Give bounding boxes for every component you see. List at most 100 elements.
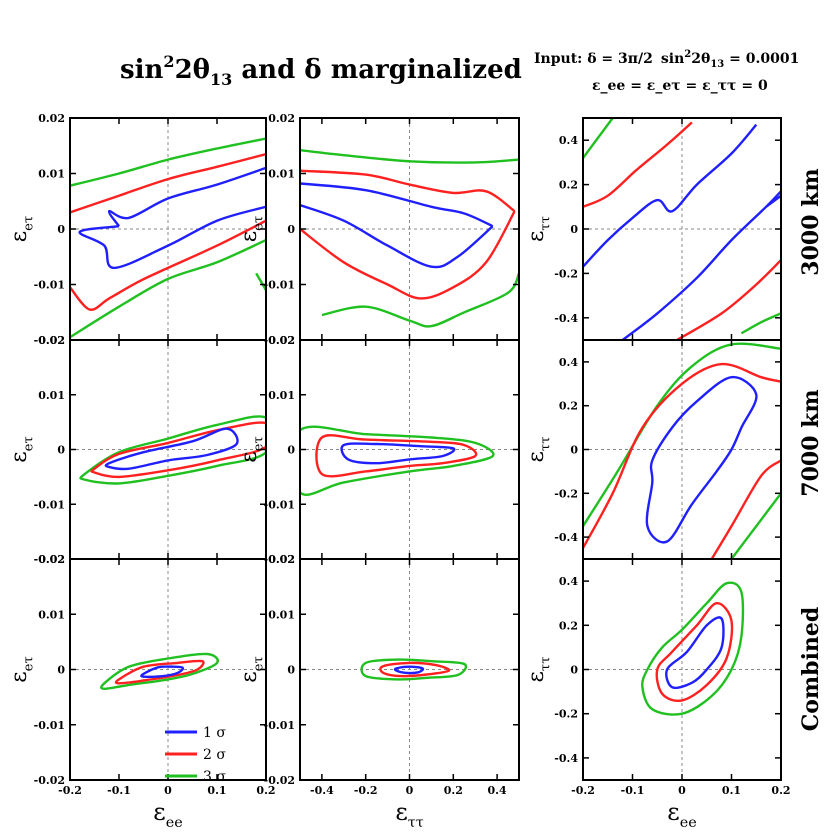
contour-3sigma-1 bbox=[70, 239, 266, 339]
contour-1sigma-2 bbox=[300, 182, 494, 228]
contours bbox=[583, 342, 781, 559]
y-tick-label: 0.01 bbox=[38, 608, 65, 621]
input-parameters: Input: δ = 3π/2 sin22θ13 = 0.0001 bbox=[534, 49, 799, 70]
panel-r2c0: -0.02 -0.01 0 0.01 0.02 -0.2 -0.1 0 0.1 0.2 εeτ εee bbox=[7, 553, 276, 831]
contour-1sigma-2 bbox=[665, 616, 725, 690]
panel-r0c2: -0.4 -0.2 0 0.2 0.4 εττ bbox=[524, 117, 782, 341]
contour-3sigma-0 bbox=[300, 149, 519, 164]
x-tick-label: 0 bbox=[406, 784, 414, 797]
contour-1sigma-6 bbox=[765, 194, 781, 208]
x-tick-label: 0 bbox=[164, 784, 172, 797]
y-axis-label: εeτ bbox=[237, 216, 267, 243]
y-axis-label: εττ bbox=[524, 216, 554, 242]
figure-title: sin22θ13 and δ marginalized bbox=[120, 52, 522, 89]
row-label-combined: Combined bbox=[798, 607, 824, 732]
y-tick-label: -0.01 bbox=[264, 279, 295, 292]
contour-2sigma-3 bbox=[70, 219, 266, 311]
contour-2sigma-1 bbox=[379, 661, 451, 678]
panel-r1c2: -0.4 -0.2 0 0.2 0.4 εττ bbox=[524, 339, 782, 560]
y-tick-label: 0.4 bbox=[559, 134, 578, 147]
contour-2sigma-4 bbox=[676, 259, 781, 340]
x-tick-label: 0.2 bbox=[771, 784, 790, 797]
contour-1sigma-2 bbox=[393, 665, 425, 675]
contours bbox=[641, 581, 745, 716]
x-tick-label: 0.2 bbox=[256, 784, 275, 797]
legend-label-1sigma: 1 σ bbox=[203, 725, 226, 741]
y-tick-label: 0.01 bbox=[38, 389, 65, 402]
y-tick-label: -0.02 bbox=[34, 774, 65, 787]
contour-3sigma-0 bbox=[100, 652, 219, 691]
x-tick-label: 0.4 bbox=[488, 784, 507, 797]
y-tick-label: 0.01 bbox=[38, 168, 65, 181]
contour-3sigma-0 bbox=[79, 415, 266, 485]
y-tick-label: 0.02 bbox=[38, 112, 65, 125]
x-tick-label: 0.1 bbox=[207, 784, 226, 797]
legend: 1 σ 2 σ 3 σ bbox=[165, 725, 226, 785]
input-epsilon-line: ε_ee = ε_eτ = ε_ττ = 0 bbox=[592, 78, 768, 94]
contour-2sigma-1 bbox=[90, 421, 266, 479]
y-axis-label: εττ bbox=[524, 437, 554, 463]
y-tick-label: 0 bbox=[57, 223, 65, 236]
y-tick-label: 0.2 bbox=[559, 400, 578, 413]
y-axis-label: εττ bbox=[524, 657, 554, 683]
x-tick-label: -0.1 bbox=[107, 784, 131, 797]
contour-3sigma-5 bbox=[740, 312, 781, 335]
y-tick-label: 0.4 bbox=[559, 356, 578, 369]
y-tick-label: 0.2 bbox=[559, 619, 578, 632]
panel-r1c0: -0.02 -0.01 0 0.01 0.02 εeτ bbox=[7, 334, 267, 566]
y-tick-label: 0.4 bbox=[559, 575, 578, 588]
y-tick-label: -0.02 bbox=[264, 334, 295, 347]
y-axis-label: εeτ bbox=[7, 656, 37, 683]
y-axis-label: εeτ bbox=[237, 436, 267, 463]
x-tick-label: -0.4 bbox=[310, 784, 334, 797]
x-axis-label: εee bbox=[153, 798, 182, 830]
x-axis-label: εττ bbox=[395, 798, 423, 830]
y-tick-label: -0.2 bbox=[554, 708, 578, 721]
contour-3sigma-0 bbox=[360, 658, 468, 681]
y-tick-label: 0 bbox=[287, 223, 295, 236]
y-tick-label: -0.4 bbox=[554, 752, 578, 765]
contour-2sigma-4 bbox=[300, 210, 516, 300]
contour-3sigma-5 bbox=[321, 272, 519, 328]
contour-3sigma-0 bbox=[641, 581, 745, 716]
y-tick-label: -0.2 bbox=[554, 267, 578, 280]
y-tick-label: 0 bbox=[57, 664, 65, 677]
contour-2sigma-1 bbox=[655, 602, 734, 702]
y-tick-label: -0.01 bbox=[34, 498, 65, 511]
contour-2sigma-3 bbox=[710, 459, 781, 559]
y-tick-label: 0 bbox=[570, 223, 578, 236]
contour-1sigma-3 bbox=[621, 190, 781, 340]
y-tick-label: -0.4 bbox=[554, 312, 578, 325]
contour-1sigma-2 bbox=[104, 427, 239, 471]
contour-2sigma-1 bbox=[315, 434, 478, 478]
y-tick-label: -0.01 bbox=[34, 719, 65, 732]
y-tick-label: -0.4 bbox=[554, 531, 578, 544]
y-tick-label: -0.02 bbox=[34, 334, 65, 347]
y-tick-label: -0.01 bbox=[34, 279, 65, 292]
y-tick-label: 0.02 bbox=[268, 553, 295, 566]
y-tick-label: -0.01 bbox=[264, 719, 295, 732]
contour-3sigma-0 bbox=[583, 118, 614, 159]
x-tick-label: -0.2 bbox=[58, 784, 82, 797]
x-tick-label: 0.1 bbox=[722, 784, 741, 797]
contour-2sigma-1 bbox=[300, 169, 516, 213]
contour-1sigma-2 bbox=[583, 123, 758, 268]
contour-1sigma-5 bbox=[107, 166, 266, 227]
y-tick-label: 0.01 bbox=[268, 389, 295, 402]
contours bbox=[70, 137, 266, 339]
contours bbox=[100, 652, 219, 691]
row-label-3000km: 3000 km bbox=[798, 168, 824, 275]
x-tick-label: 0 bbox=[678, 784, 686, 797]
y-tick-label: 0 bbox=[57, 444, 65, 457]
y-tick-label: -0.2 bbox=[554, 487, 578, 500]
y-tick-label: 0.01 bbox=[268, 608, 295, 621]
y-axis-label: εeτ bbox=[237, 656, 267, 683]
contour-3sigma-0 bbox=[300, 425, 495, 497]
contour-2sigma-1 bbox=[583, 121, 693, 208]
y-tick-label: -0.02 bbox=[34, 553, 65, 566]
panel-r0c1: -0.02 -0.01 0 0.01 0.02 εeτ bbox=[237, 112, 520, 347]
contour-1sigma-4 bbox=[78, 205, 266, 270]
panel-r0c0: -0.02 -0.01 0 0.01 0.02 εeτ bbox=[7, 112, 267, 347]
